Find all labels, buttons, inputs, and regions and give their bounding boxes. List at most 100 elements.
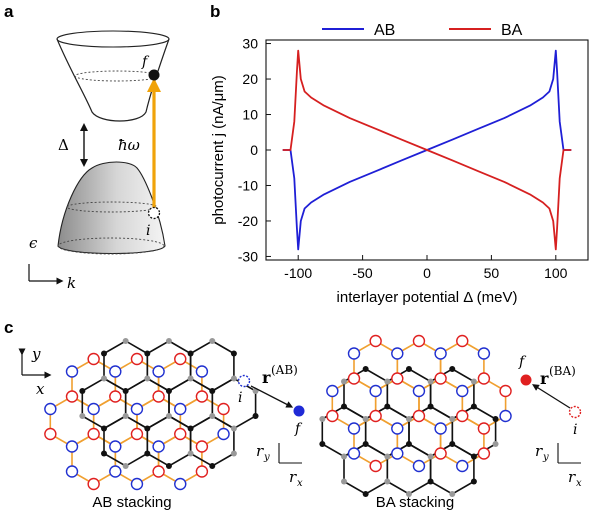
ba-initial-label: i <box>573 422 577 438</box>
panel-a-label: a <box>4 2 14 21</box>
ab-vector-superscript: (AB) <box>271 363 298 377</box>
axis-x-label: x <box>36 380 45 398</box>
lattice-site-black <box>470 478 477 485</box>
lattice-site-gray <box>230 375 237 382</box>
lattice-site-black <box>144 450 151 457</box>
lattice-site-red <box>369 409 382 423</box>
ab-rx-sub: x <box>297 478 303 489</box>
ba-bottom-layer-bond <box>439 340 485 392</box>
lattice-site-gray <box>405 491 412 497</box>
panel-c-label: c <box>4 318 13 337</box>
lattice-site-gray <box>122 338 129 344</box>
lattice-site-gray <box>230 425 237 432</box>
lattice-site-black <box>144 350 151 357</box>
lattice-site-blue <box>391 347 404 360</box>
lattice-site-black <box>362 441 369 447</box>
lattice-site-gray <box>187 450 194 457</box>
lattice-site-gray <box>449 491 456 497</box>
y-tick-label: 30 <box>242 36 258 52</box>
ba-bottom-layer-bond <box>396 415 442 467</box>
lattice-site-blue <box>174 477 187 491</box>
x-tick-label: 50 <box>484 265 500 281</box>
ab-ry-sub: y <box>263 452 270 463</box>
lattice-site-red <box>456 409 469 423</box>
lattice-site-blue <box>456 384 469 398</box>
gap-arrow-head-down-icon <box>80 159 88 167</box>
panel-c: c y x i f r (AB) r y r x AB stack <box>4 318 582 511</box>
lattice-site-blue <box>347 447 361 460</box>
lattice-site-black <box>79 388 86 394</box>
lattice-site-black <box>405 441 412 447</box>
lattice-site-red <box>391 372 404 385</box>
lattice-site-red <box>174 352 187 366</box>
xy-axes: y x <box>18 345 52 398</box>
lattice-site-blue <box>87 402 100 416</box>
x-tick-label: -50 <box>352 265 372 281</box>
lattice-site-black <box>187 425 194 432</box>
lattice-site-gray <box>341 478 347 485</box>
ab-final-site <box>293 405 305 417</box>
legend-label-ab: AB <box>374 22 395 39</box>
lattice-site-blue <box>152 365 165 378</box>
ba-bottom-layer-bond <box>418 377 464 430</box>
lattice-site-gray <box>122 463 129 469</box>
lattice-site-blue <box>217 427 230 441</box>
lattice-site-red <box>87 352 100 366</box>
initial-state-label: i <box>146 223 150 239</box>
ba-vector-symbol: r <box>540 369 549 388</box>
lattice-site-black <box>341 403 347 410</box>
lattice-site-blue <box>477 347 491 360</box>
lattice-site-red <box>434 372 447 385</box>
ba-ry-sub: y <box>542 452 549 463</box>
lattice-site-black <box>187 350 194 357</box>
lattice-site-red <box>87 427 100 441</box>
photon-arrow-head-icon <box>147 78 161 92</box>
final-state-label: f <box>141 54 150 70</box>
ab-final-label: f <box>294 421 303 437</box>
ba-caption: BA stacking <box>376 494 454 511</box>
lattice-site-black <box>144 425 151 432</box>
lattice-site-black <box>449 441 456 447</box>
legend: AB BA <box>322 22 523 39</box>
lattice-site-gray <box>384 478 391 485</box>
ab-top-layer-bond <box>189 340 235 392</box>
lattice-site-black <box>362 491 369 497</box>
lattice-site-black <box>427 478 434 485</box>
axis-y-label: y <box>31 345 41 363</box>
lattice-site-black <box>165 463 172 469</box>
lattice-site-gray <box>384 378 391 385</box>
ba-bottom-layer-bond <box>374 377 420 430</box>
lattice-site-black <box>209 388 216 394</box>
lattice-site-black <box>405 366 412 372</box>
lattice-site-blue <box>130 402 144 416</box>
x-tick-label: -100 <box>284 265 312 281</box>
chart-series <box>282 49 572 251</box>
ab-bottom-layer-bond <box>71 433 117 485</box>
lattice-site-black <box>470 453 477 460</box>
panel-a: a Δ ħω f i ϵ k <box>4 2 170 292</box>
lattice-site-blue <box>412 384 426 398</box>
lattice-site-gray <box>319 416 326 422</box>
ab-initial-site <box>237 374 251 388</box>
ba-bottom-layer-bond <box>439 415 485 467</box>
lattice-site-red <box>412 409 426 423</box>
x-tick-label: 100 <box>544 265 568 281</box>
energy-axis-label: ϵ <box>29 234 38 252</box>
y-tick-label: 0 <box>250 142 258 158</box>
lattice-site-red <box>326 409 339 423</box>
lattice-site-gray <box>470 378 477 385</box>
ba-r-axes: r y r x <box>535 442 582 489</box>
lattice-site-black <box>101 425 107 432</box>
ba-bottom-layer-bond <box>461 377 507 430</box>
ab-top-layer-bond <box>211 377 257 430</box>
lattice-site-gray <box>144 375 151 382</box>
ba-rx-sub: x <box>576 478 582 489</box>
x-axis-label: interlayer potential Δ (meV) <box>337 289 518 306</box>
lattice-site-gray <box>165 413 172 419</box>
lattice-site-black <box>362 366 369 372</box>
panel-b-label: b <box>210 2 220 21</box>
initial-state-dot <box>147 206 161 220</box>
